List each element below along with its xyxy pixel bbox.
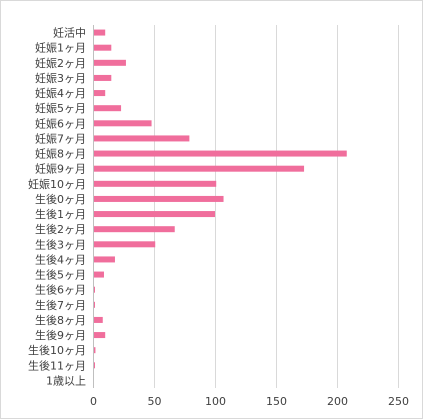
bar <box>94 362 95 369</box>
x-tick-label: 100 <box>205 395 226 408</box>
category-label: 生後6ヶ月 <box>35 283 86 297</box>
bar <box>94 105 122 112</box>
category-label: 妊活中 <box>53 26 86 40</box>
bar <box>94 150 347 157</box>
bar <box>94 241 156 248</box>
category-label: 生後11ヶ月 <box>28 358 86 372</box>
category-label: 生後10ヶ月 <box>28 343 86 357</box>
category-label: 妊娠3ヶ月 <box>35 71 86 85</box>
x-tick-label: 200 <box>327 395 348 408</box>
bar <box>94 90 106 97</box>
category-label: 生後2ヶ月 <box>35 222 86 236</box>
x-tick-label: 0 <box>90 395 97 408</box>
bar <box>94 316 103 323</box>
bar <box>94 211 215 218</box>
category-label: 生後8ヶ月 <box>35 313 86 327</box>
bar <box>94 286 95 293</box>
category-label: 生後5ヶ月 <box>35 268 86 282</box>
bar <box>94 195 224 202</box>
bar <box>94 226 175 233</box>
bar <box>94 347 96 354</box>
category-label: 生後1ヶ月 <box>35 207 86 221</box>
category-label: 生後3ヶ月 <box>35 237 86 251</box>
category-label: 1歳以上 <box>46 374 86 387</box>
category-label: 妊娠6ヶ月 <box>35 116 86 130</box>
bar <box>94 332 106 339</box>
category-label: 生後4ヶ月 <box>35 252 86 266</box>
bar <box>94 44 112 51</box>
x-tick-label: 250 <box>388 395 409 408</box>
bar <box>94 120 152 127</box>
category-label: 妊娠9ヶ月 <box>35 162 86 176</box>
category-label: 妊娠5ヶ月 <box>35 101 86 115</box>
category-label: 妊娠2ヶ月 <box>35 56 86 70</box>
category-label: 生後9ヶ月 <box>35 328 86 342</box>
x-tick-label: 50 <box>148 395 162 408</box>
bar <box>94 301 95 308</box>
category-label: 妊娠1ヶ月 <box>35 41 86 55</box>
bar <box>94 271 104 278</box>
category-label: 生後7ヶ月 <box>35 298 86 312</box>
x-tick-label: 150 <box>266 395 287 408</box>
bar <box>94 59 126 66</box>
bar <box>94 180 217 187</box>
bar <box>94 135 190 142</box>
bar <box>94 74 112 81</box>
category-label: 妊娠8ヶ月 <box>35 147 86 161</box>
category-label: 妊娠7ヶ月 <box>35 131 86 145</box>
bar <box>94 256 115 263</box>
bar <box>94 29 106 36</box>
category-label: 生後0ヶ月 <box>35 192 86 206</box>
category-label: 妊娠10ヶ月 <box>28 177 86 191</box>
bar <box>94 165 305 172</box>
category-label: 妊娠4ヶ月 <box>35 86 86 100</box>
